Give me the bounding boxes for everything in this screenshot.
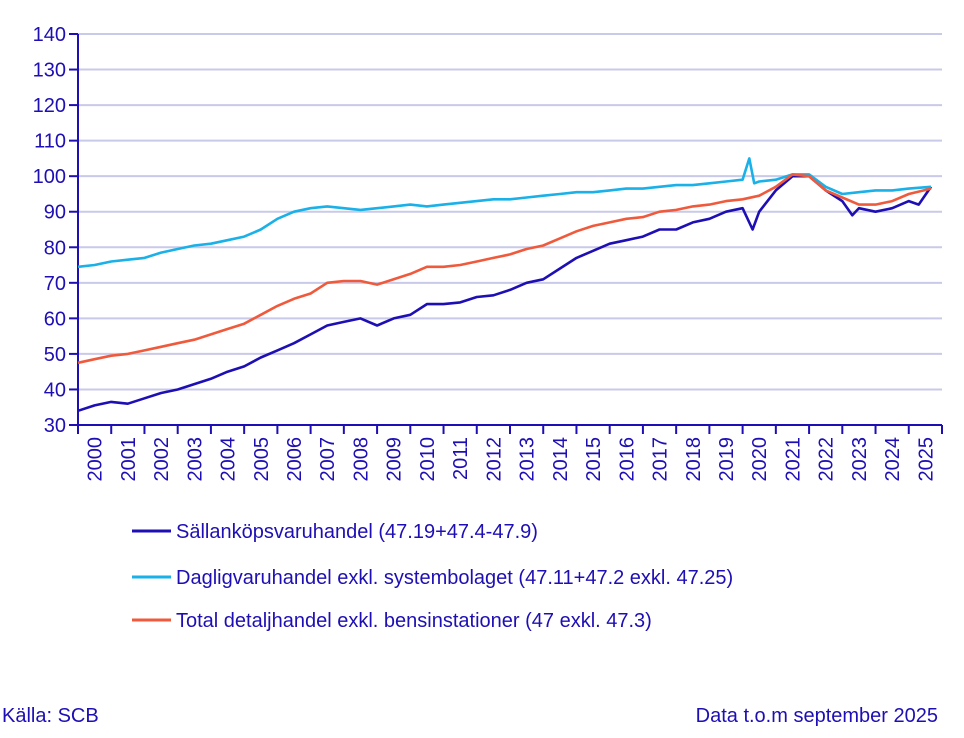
legend-label: Sällanköpsvaruhandel (47.19+47.4-47.9) (176, 521, 538, 543)
x-tick-label: 2007 (317, 437, 339, 482)
y-tick-label: 60 (44, 308, 66, 330)
x-tick-label: 2005 (251, 437, 273, 482)
x-tick-label: 2017 (650, 437, 672, 482)
x-tick-label: 2011 (450, 437, 472, 480)
x-tick-label: 2018 (683, 437, 705, 482)
x-tick-label: 2013 (517, 437, 539, 482)
x-tick-label: 2009 (384, 437, 406, 482)
y-tick-label: 40 (44, 379, 66, 401)
x-tick-label: 2023 (849, 437, 871, 482)
x-tick-label: 2006 (284, 437, 306, 482)
y-tick-label: 110 (34, 131, 66, 153)
x-tick-label: 2008 (350, 437, 372, 482)
legend-label: Total detaljhandel exkl. bensinstationer… (176, 610, 652, 632)
x-tick-label: 2016 (616, 437, 638, 482)
x-tick-label: 2000 (85, 437, 107, 482)
y-tick-label: 50 (44, 344, 66, 366)
y-tick-label: 70 (44, 273, 66, 295)
x-tick-label: 2012 (483, 437, 505, 482)
y-tick-label: 100 (33, 166, 66, 188)
x-tick-label: 2015 (583, 437, 605, 482)
y-tick-label: 130 (33, 60, 66, 82)
data-note: Data t.o.m september 2025 (695, 705, 938, 727)
x-tick-label: 2025 (915, 437, 937, 482)
x-tick-label: 2001 (118, 437, 140, 482)
y-tick-label: 140 (33, 24, 66, 46)
x-tick-label: 2004 (218, 437, 240, 482)
x-tick-label: 2002 (151, 437, 173, 482)
x-tick-label: 2022 (816, 437, 838, 482)
line-chart: 30 40 50 60 70 80 90 100 110 120 130 140 2000 2001 200… (33, 24, 943, 632)
y-tick-label: 90 (44, 202, 66, 224)
x-tick-label: 2020 (749, 437, 771, 482)
y-tick-label: 30 (44, 415, 66, 437)
x-tick-label: 2003 (184, 437, 206, 482)
x-tick-label: 2021 (782, 437, 804, 482)
source-note: Källa: SCB (2, 705, 99, 727)
y-tick-label: 120 (33, 95, 66, 117)
series-line-2 (77, 157, 932, 269)
legend-label: Dagligvaruhandel exkl. systembolaget (47… (176, 567, 733, 589)
series-line-3 (77, 173, 932, 365)
x-tick-label: 2019 (716, 437, 738, 482)
x-tick-label: 2014 (550, 437, 572, 482)
x-tick-label: 2024 (882, 437, 904, 482)
y-tick-label: 80 (44, 237, 66, 259)
x-tick-label: 2010 (417, 437, 439, 482)
